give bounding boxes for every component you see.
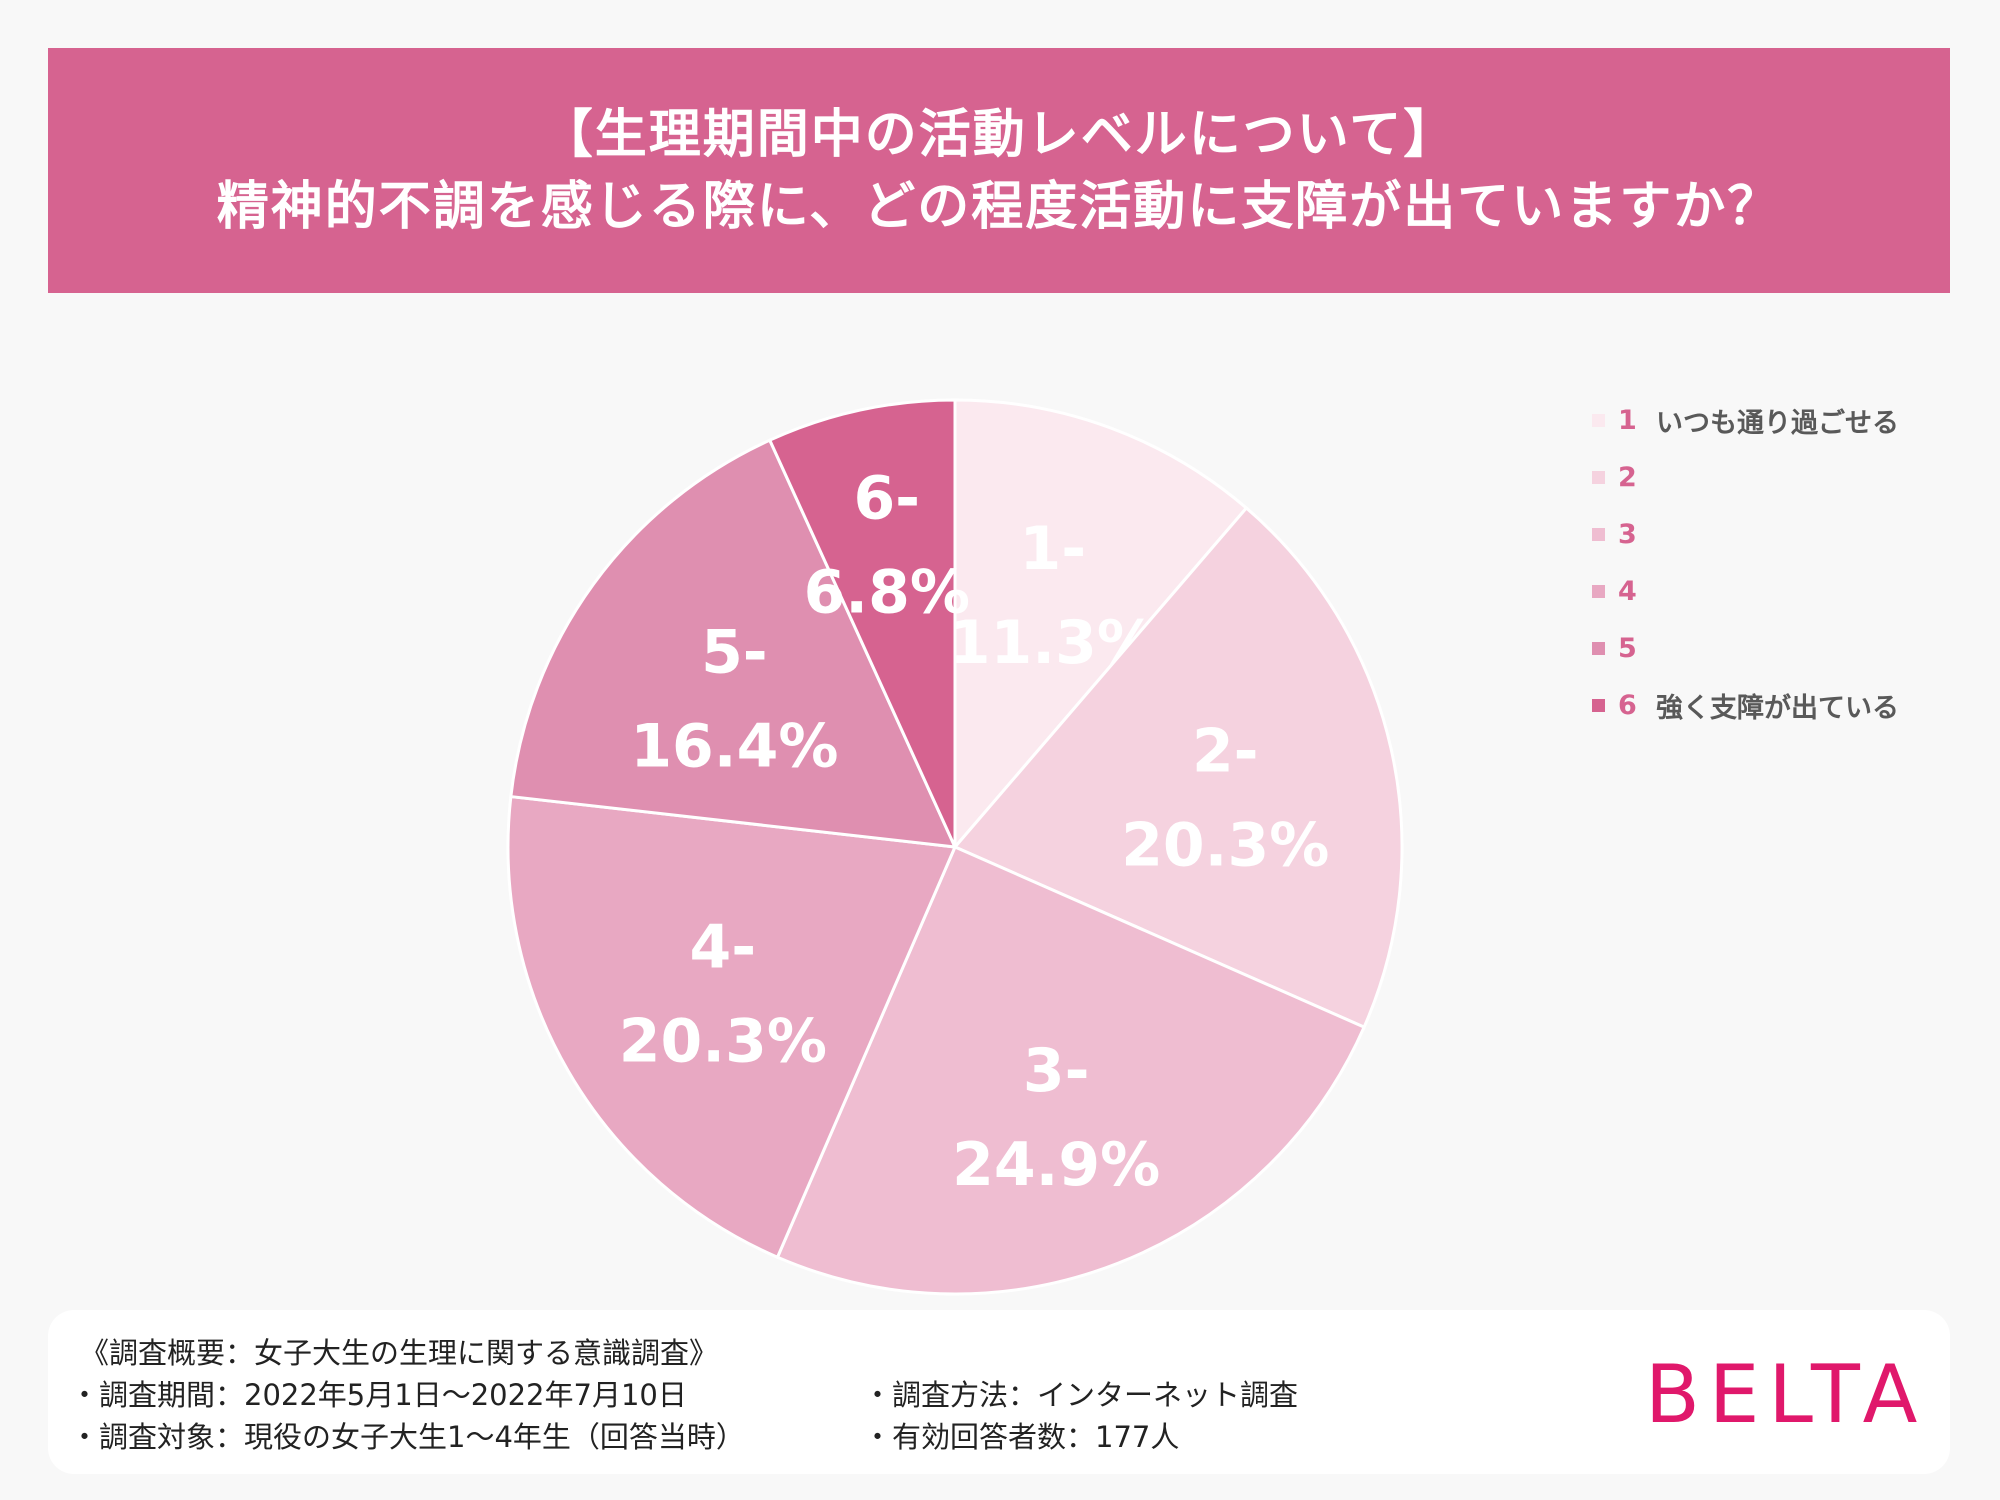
survey-method: ・調査方法：インターネット調査: [863, 1378, 1299, 1412]
pie-slice-2: [952, 505, 1404, 1030]
survey-summary-box: 《調査概要：女子大生の生理に関する意識調査》 ・調査期間：2022年5月1日〜2…: [48, 1310, 1950, 1474]
title-line-2: 精神的不調を感じる際に、どの程度活動に支障が出ていますか？: [216, 176, 1782, 237]
survey-target: ・調査対象：現役の女子大生1〜4年生（回答当時）: [70, 1420, 745, 1454]
legend-number: 3: [1618, 519, 1637, 550]
legend-swatch: [1592, 642, 1605, 655]
legend-item-5: 5: [1592, 620, 1952, 677]
slice-label-line: 3-: [1023, 1036, 1090, 1106]
slice-label-line: 6.8%: [804, 557, 970, 627]
legend-number: 2: [1618, 462, 1637, 493]
legend-number: 4: [1618, 576, 1637, 607]
title-banner: 【生理期間中の活動レベルについて】 精神的不調を感じる際に、どの程度活動に支障が…: [48, 48, 1950, 293]
slice-label-3: 3- 24.9%: [952, 1036, 1160, 1200]
survey-period: ・調査期間：2022年5月1日〜2022年7月10日: [70, 1378, 687, 1412]
slice-label-line: 6-: [853, 463, 920, 533]
legend-number: 6: [1618, 690, 1637, 721]
slice-label-6: 6- 6.8%: [804, 463, 970, 627]
slice-label-line: 20.3%: [1121, 811, 1329, 881]
legend-swatch: [1592, 414, 1605, 427]
legend-item-1: 1 いつも通り過ごせる: [1592, 392, 1952, 449]
slice-label-line: 1-: [1020, 514, 1087, 584]
legend-item-6: 6 強く支障が出ている: [1592, 677, 1952, 734]
legend-item-3: 3: [1592, 506, 1952, 563]
legend-number: 1: [1618, 405, 1637, 436]
pie-slice-1: [953, 398, 1249, 852]
slice-label-line: 2-: [1192, 717, 1259, 787]
slice-label-line: 4-: [690, 912, 757, 982]
slice-label-5: 5- 16.4%: [630, 618, 838, 782]
legend-item-2: 2: [1592, 449, 1952, 506]
title-line-1: 【生理期間中の活動レベルについて】: [540, 104, 1458, 165]
slice-label-4: 4- 20.3%: [619, 912, 827, 1076]
slice-label-line: 5-: [701, 618, 768, 688]
slice-label-1: 1-11.3%: [949, 514, 1157, 678]
pie-slice-5: [509, 438, 958, 849]
legend-swatch: [1592, 585, 1605, 598]
survey-heading: 《調査概要：女子大生の生理に関する意識調査》: [80, 1336, 719, 1370]
belta-logo: BELTA: [1645, 1348, 1927, 1441]
legend-swatch: [1592, 699, 1605, 712]
legend-item-4: 4: [1592, 563, 1952, 620]
legend-number: 5: [1618, 633, 1637, 664]
pie-slice-6: [767, 398, 957, 848]
legend-text: いつも通り過ごせる: [1656, 408, 1899, 439]
pie-slice-4: [506, 794, 958, 1260]
survey-respondents: ・有効回答者数：177人: [863, 1420, 1180, 1454]
slice-label-line: 20.3%: [619, 1006, 827, 1076]
chart-legend: 1 いつも通り過ごせる 2 3 4 5 6 強く支障が出ている: [1592, 392, 1952, 734]
pie-slice-3: [775, 845, 1367, 1296]
slice-label-line: 24.9%: [952, 1130, 1160, 1200]
legend-text: 強く支障が出ている: [1656, 693, 1899, 724]
legend-swatch: [1592, 528, 1605, 541]
slice-label-2: 2- 20.3%: [1121, 717, 1329, 881]
legend-swatch: [1592, 471, 1605, 484]
slice-label-line: 16.4%: [630, 712, 838, 782]
